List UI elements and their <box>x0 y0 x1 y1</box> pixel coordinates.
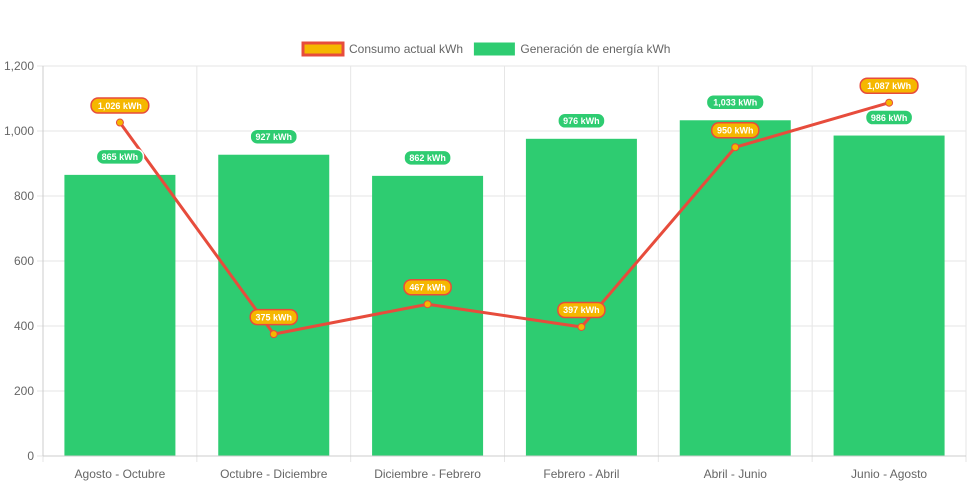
legend-label: Generación de energía kWh <box>520 42 670 56</box>
x-tick-label: Febrero - Abril <box>543 467 619 481</box>
line-value-label-background <box>90 97 150 114</box>
data-label-layer: 865 kWh 927 kWh 862 kWh 976 kWh 1,033 kWh 986… <box>90 77 919 326</box>
bar-value-label-text: 862 kWh <box>409 153 446 163</box>
bar-value-label-background <box>403 149 452 167</box>
bar-value-label-text: 986 kWh <box>871 113 908 123</box>
line-value-label: 950 kWh <box>710 122 760 139</box>
bar-value-label: 862 kWh <box>403 149 452 167</box>
axis-layer: 0 200 400 600 800 1,000 1,200 Agosto - Octubre O… <box>4 59 966 481</box>
line-value-label-text: 950 kWh <box>717 125 754 135</box>
x-tick-label: Octubre - Diciembre <box>220 467 328 481</box>
bar-value-label: 976 kWh <box>557 112 606 130</box>
bar-layer <box>64 120 945 457</box>
consumption-line[interactable] <box>118 101 890 336</box>
bar[interactable] <box>372 175 484 456</box>
y-tick-label: 400 <box>14 319 34 333</box>
line-point[interactable] <box>577 322 586 331</box>
line-value-label-text: 397 kWh <box>563 305 600 315</box>
y-tick-label: 1,000 <box>4 124 34 138</box>
x-tick-label: Agosto - Octubre <box>75 467 166 481</box>
bar-value-label-background <box>249 128 299 145</box>
line-point[interactable] <box>731 143 740 152</box>
line-value-label-text: 467 kWh <box>409 282 446 292</box>
legend[interactable]: Consumo actual kWh Generación de energía … <box>301 41 670 57</box>
legend-item[interactable]: Consumo actual kWh <box>301 41 463 57</box>
line-value-label-background <box>710 122 760 139</box>
line-value-label-text: 1,087 kWh <box>867 81 911 91</box>
legend-swatch <box>301 41 345 57</box>
line-value-label-background <box>249 308 299 326</box>
line-value-label-background <box>403 278 452 296</box>
line-value-label: 397 kWh <box>557 301 606 319</box>
line-value-label: 375 kWh <box>249 308 299 326</box>
bar-value-label-text: 1,033 kWh <box>713 97 757 107</box>
bar[interactable] <box>64 174 176 456</box>
line-value-label: 467 kWh <box>403 278 452 296</box>
bar-value-label: 1,033 kWh <box>705 94 765 111</box>
grid-layer <box>37 65 967 462</box>
x-tick-label: Diciembre - Febrero <box>374 467 481 481</box>
y-tick-label: 0 <box>27 449 34 463</box>
bar-value-label: 927 kWh <box>249 128 299 145</box>
y-tick-label: 600 <box>14 254 34 268</box>
legend-label: Consumo actual kWh <box>349 42 463 56</box>
bar[interactable] <box>679 120 791 457</box>
line-value-label: 1,026 kWh <box>90 97 150 114</box>
line-value-label-background <box>859 77 919 94</box>
bar-value-label: 865 kWh <box>95 148 145 166</box>
legend-item[interactable]: Generación de energía kWh <box>473 42 670 56</box>
bar-value-label-background <box>864 109 914 126</box>
legend-swatch <box>473 42 515 56</box>
line-point[interactable] <box>423 300 432 309</box>
bar-value-label-text: 976 kWh <box>563 116 600 126</box>
bar-value-label: 986 kWh <box>864 109 914 126</box>
bar[interactable] <box>833 135 945 457</box>
bar-value-label-background <box>95 148 145 166</box>
bar-value-label-background <box>557 112 606 130</box>
line-value-label-text: 1,026 kWh <box>98 101 142 111</box>
line-layer <box>115 98 894 339</box>
line-point[interactable] <box>269 330 278 339</box>
y-tick-label: 200 <box>14 384 34 398</box>
bar[interactable] <box>525 138 637 457</box>
bar[interactable] <box>218 154 330 456</box>
line-value-label: 1,087 kWh <box>859 77 919 94</box>
bar-value-label-background <box>705 94 765 111</box>
line-point[interactable] <box>885 98 894 107</box>
y-tick-label: 800 <box>14 189 34 203</box>
y-tick-label: 1,200 <box>4 59 34 73</box>
line-value-label-background <box>557 301 606 319</box>
bar-value-label-text: 865 kWh <box>102 152 139 162</box>
line-value-label-text: 375 kWh <box>255 312 292 322</box>
line-point[interactable] <box>115 118 124 127</box>
bar-value-label-text: 927 kWh <box>255 132 292 142</box>
x-tick-label: Junio - Agosto <box>851 467 927 481</box>
x-tick-label: Abril - Junio <box>704 467 768 481</box>
